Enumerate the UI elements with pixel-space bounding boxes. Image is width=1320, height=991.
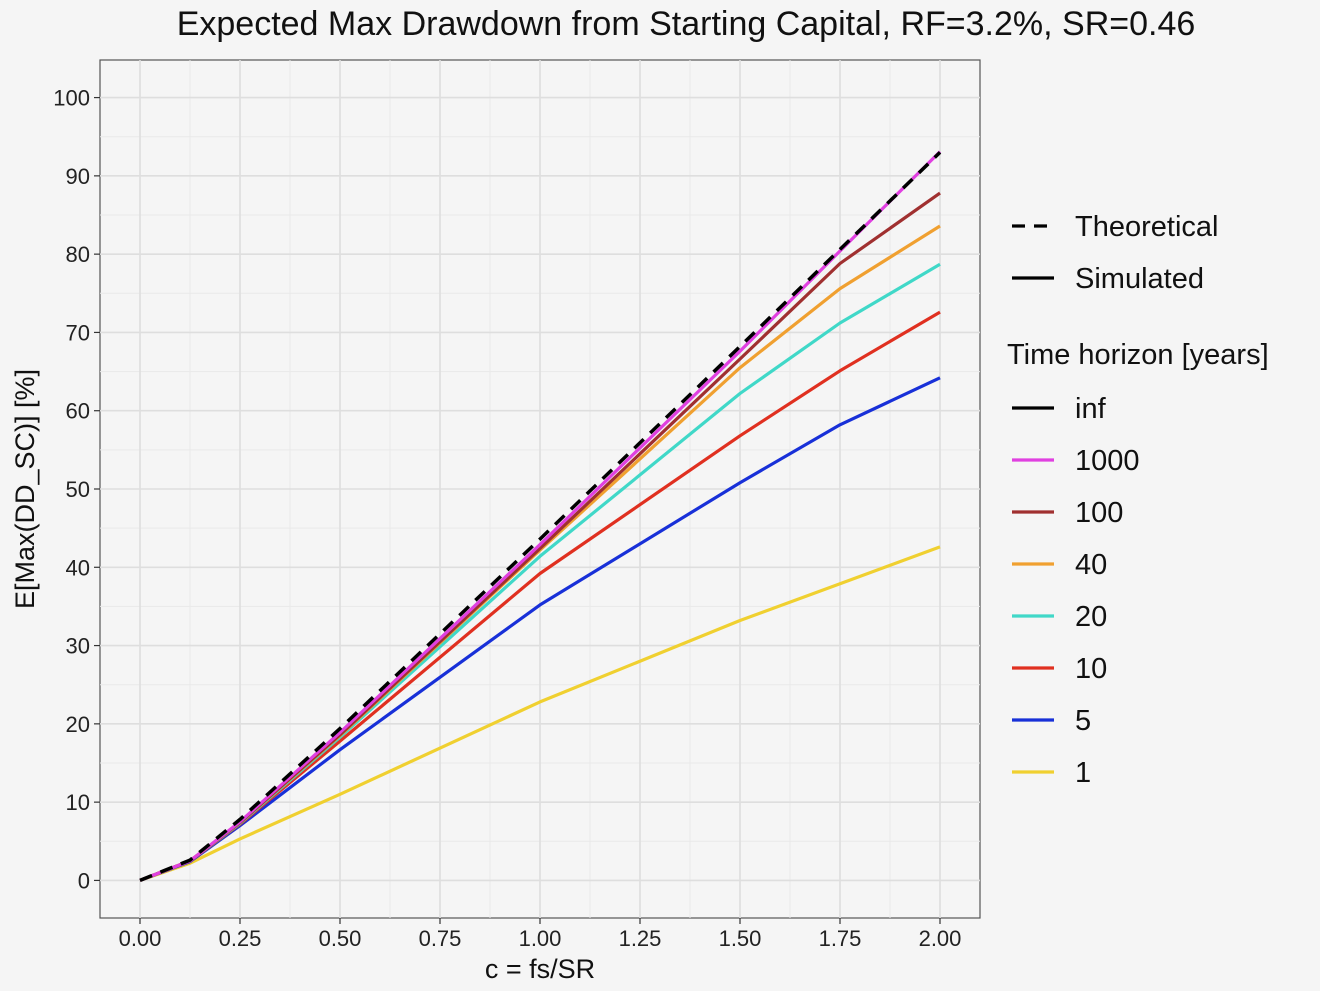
legend-label: Theoretical bbox=[1075, 211, 1218, 243]
legend-label-1000: 1000 bbox=[1075, 445, 1140, 477]
y-tick-label: 30 bbox=[66, 634, 90, 659]
x-tick-label: 1.25 bbox=[619, 926, 662, 951]
x-tick-label: 2.00 bbox=[919, 926, 962, 951]
series-line-1 bbox=[139, 545, 941, 882]
y-tick-label: 0 bbox=[78, 868, 90, 893]
legend-label-20: 20 bbox=[1075, 601, 1107, 633]
legend-label-40: 40 bbox=[1075, 549, 1107, 581]
y-tick-label: 100 bbox=[53, 86, 90, 111]
grid-lines bbox=[100, 60, 980, 918]
legend-label-1: 1 bbox=[1075, 757, 1091, 789]
x-tick-label: 1.00 bbox=[519, 926, 562, 951]
x-tick-label: 1.50 bbox=[719, 926, 762, 951]
y-axis-label: E[Max(DD_SC)] [%] bbox=[10, 369, 40, 609]
legend-label-5: 5 bbox=[1075, 705, 1091, 737]
x-axis-ticks: 0.00 0.25 0.50 0.75 1.00 1.25 1.50 1.75 2.00 bbox=[119, 918, 962, 951]
series-layer bbox=[139, 150, 942, 883]
legend-label-100: 100 bbox=[1075, 497, 1123, 529]
y-tick-label: 40 bbox=[66, 555, 90, 580]
x-tick-label: 0.25 bbox=[219, 926, 262, 951]
x-tick-label: 0.00 bbox=[119, 926, 162, 951]
legend-label-inf: inf bbox=[1075, 393, 1107, 425]
y-tick-label: 80 bbox=[66, 242, 90, 267]
y-tick-label: 70 bbox=[66, 320, 90, 345]
x-tick-label: 0.50 bbox=[319, 926, 362, 951]
legend-label: Simulated bbox=[1075, 263, 1204, 295]
legend: Theoretical Simulated Time horizon [years… bbox=[1007, 211, 1269, 789]
y-axis-ticks: 0 10 20 30 40 50 60 70 80 90 100 bbox=[53, 86, 100, 893]
x-tick-label: 0.75 bbox=[419, 926, 462, 951]
y-tick-label: 90 bbox=[66, 164, 90, 189]
y-tick-label: 20 bbox=[66, 712, 90, 737]
x-axis-label: c = fs/SR bbox=[485, 954, 595, 984]
x-tick-label: 1.75 bbox=[819, 926, 862, 951]
legend-series: inf 1000 100 40 20 10 5 1 bbox=[1012, 393, 1140, 789]
legend-label-10: 10 bbox=[1075, 653, 1107, 685]
y-tick-label: 60 bbox=[66, 399, 90, 424]
y-tick-label: 50 bbox=[66, 477, 90, 502]
legend-linetype: Theoretical Simulated bbox=[1012, 211, 1218, 295]
series-line-1000 bbox=[139, 150, 942, 882]
y-tick-label: 10 bbox=[66, 790, 90, 815]
legend-title: Time horizon [years] bbox=[1007, 339, 1269, 371]
chart-title: Expected Max Drawdown from Starting Capi… bbox=[177, 5, 1196, 43]
